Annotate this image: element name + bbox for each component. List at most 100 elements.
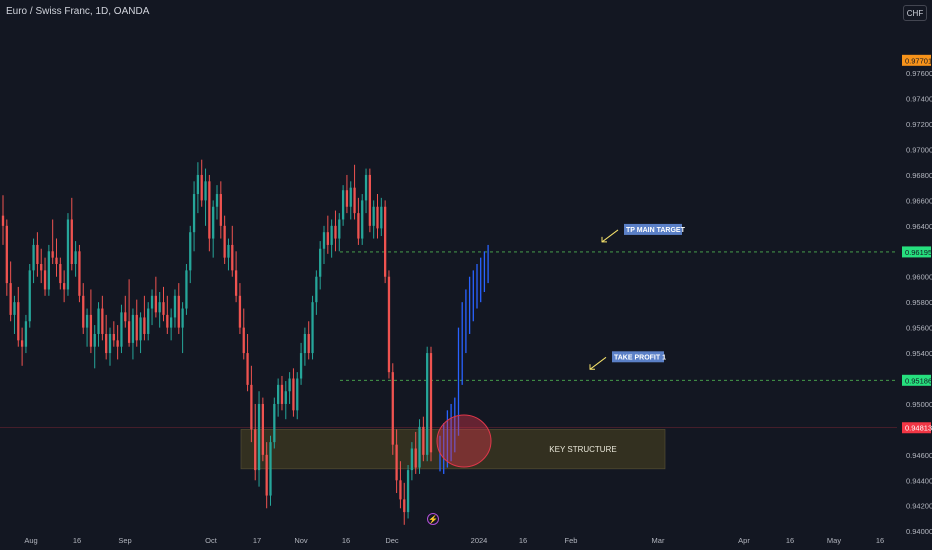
candle[interactable] bbox=[307, 321, 310, 360]
candle[interactable] bbox=[246, 333, 249, 392]
candle[interactable] bbox=[395, 429, 398, 494]
candle[interactable] bbox=[215, 185, 219, 220]
candle[interactable] bbox=[36, 232, 39, 277]
candle[interactable] bbox=[162, 286, 165, 322]
candle[interactable] bbox=[403, 482, 406, 525]
candle[interactable] bbox=[330, 219, 333, 258]
candle[interactable] bbox=[315, 270, 318, 315]
candle[interactable] bbox=[147, 302, 150, 341]
candle[interactable] bbox=[20, 327, 24, 366]
candle[interactable] bbox=[238, 283, 242, 334]
candle[interactable] bbox=[410, 442, 414, 481]
candle[interactable] bbox=[93, 325, 96, 369]
candle[interactable] bbox=[383, 200, 387, 284]
candle[interactable] bbox=[24, 314, 28, 354]
candle[interactable] bbox=[5, 219, 8, 296]
candle[interactable] bbox=[89, 289, 93, 354]
candle[interactable] bbox=[429, 346, 433, 462]
candle[interactable] bbox=[219, 181, 222, 239]
candle[interactable] bbox=[391, 363, 394, 455]
candle[interactable] bbox=[116, 325, 119, 360]
candle[interactable] bbox=[9, 261, 12, 322]
candle[interactable] bbox=[120, 304, 123, 354]
candle[interactable] bbox=[173, 289, 177, 328]
candle[interactable] bbox=[250, 365, 253, 443]
candle[interactable] bbox=[261, 397, 265, 462]
candle[interactable] bbox=[55, 238, 58, 277]
candle[interactable] bbox=[326, 215, 329, 254]
currency-button[interactable]: CHF bbox=[903, 5, 927, 21]
candle[interactable] bbox=[414, 431, 417, 474]
candle[interactable] bbox=[353, 164, 356, 220]
candle[interactable] bbox=[223, 215, 226, 265]
candle[interactable] bbox=[189, 225, 192, 284]
candle[interactable] bbox=[422, 416, 425, 462]
candle[interactable] bbox=[200, 159, 203, 207]
candle[interactable] bbox=[284, 381, 287, 420]
candle[interactable] bbox=[185, 264, 188, 315]
candle[interactable] bbox=[40, 248, 43, 284]
candle[interactable] bbox=[280, 375, 284, 411]
candle[interactable] bbox=[169, 308, 173, 341]
candle[interactable] bbox=[303, 327, 307, 366]
candle[interactable] bbox=[177, 283, 180, 334]
candle[interactable] bbox=[70, 197, 73, 271]
candle[interactable] bbox=[51, 219, 54, 265]
candle[interactable] bbox=[376, 194, 379, 239]
candle[interactable] bbox=[299, 342, 303, 385]
candle[interactable] bbox=[273, 397, 276, 449]
candle[interactable] bbox=[292, 368, 295, 417]
candle[interactable] bbox=[345, 174, 349, 214]
candle[interactable] bbox=[387, 270, 391, 379]
candle[interactable] bbox=[231, 225, 234, 277]
candle[interactable] bbox=[97, 302, 100, 347]
candle[interactable] bbox=[338, 213, 341, 252]
candle[interactable] bbox=[364, 168, 368, 214]
candle[interactable] bbox=[227, 238, 230, 271]
candle[interactable] bbox=[341, 185, 345, 226]
candle[interactable] bbox=[32, 238, 35, 284]
candle[interactable] bbox=[1, 195, 5, 245]
candle[interactable] bbox=[124, 295, 127, 328]
candle[interactable] bbox=[85, 308, 89, 347]
candle[interactable] bbox=[112, 321, 115, 347]
candle[interactable] bbox=[319, 241, 322, 290]
candle[interactable] bbox=[276, 378, 280, 417]
candle[interactable] bbox=[127, 279, 131, 347]
candle[interactable] bbox=[254, 403, 257, 481]
candle[interactable] bbox=[62, 270, 66, 303]
candle[interactable] bbox=[158, 291, 161, 328]
candle[interactable] bbox=[296, 372, 299, 420]
candle[interactable] bbox=[17, 286, 20, 347]
candle[interactable] bbox=[204, 168, 207, 226]
candle[interactable] bbox=[82, 283, 85, 334]
candle[interactable] bbox=[322, 225, 326, 265]
candle[interactable] bbox=[78, 244, 81, 303]
candle[interactable] bbox=[265, 442, 268, 509]
candle[interactable] bbox=[357, 197, 360, 245]
candle[interactable] bbox=[380, 197, 383, 237]
candle[interactable] bbox=[349, 181, 352, 220]
candle[interactable] bbox=[372, 200, 375, 239]
candle[interactable] bbox=[154, 276, 158, 318]
candle[interactable] bbox=[181, 302, 184, 354]
candle[interactable] bbox=[399, 461, 402, 509]
candle[interactable] bbox=[66, 213, 70, 296]
candle[interactable] bbox=[131, 308, 135, 360]
highlight-circle[interactable] bbox=[436, 414, 492, 468]
candle[interactable] bbox=[288, 372, 291, 404]
candle[interactable] bbox=[334, 210, 337, 252]
candle[interactable] bbox=[135, 299, 138, 347]
candle[interactable] bbox=[150, 289, 154, 326]
candle[interactable] bbox=[139, 312, 142, 354]
candle[interactable] bbox=[311, 295, 314, 360]
candle[interactable] bbox=[105, 314, 108, 360]
candle[interactable] bbox=[208, 174, 211, 252]
candle[interactable] bbox=[406, 465, 410, 519]
candle[interactable] bbox=[74, 241, 77, 277]
candle[interactable] bbox=[47, 244, 51, 296]
candle[interactable] bbox=[269, 435, 272, 506]
candle[interactable] bbox=[166, 295, 169, 334]
candle[interactable] bbox=[43, 257, 47, 296]
